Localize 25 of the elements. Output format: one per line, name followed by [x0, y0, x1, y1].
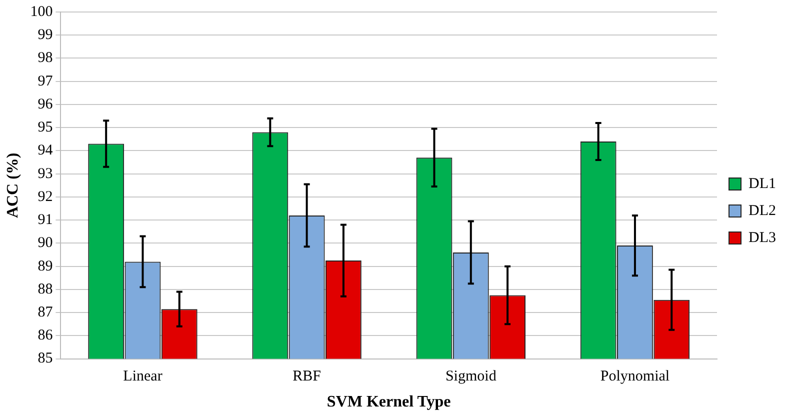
- y-tick-label: 100: [30, 4, 53, 20]
- y-tick-label: 92: [38, 188, 53, 205]
- y-tick-label: 97: [38, 73, 54, 90]
- y-tick-label: 98: [38, 50, 53, 66]
- y-tick-label: 90: [38, 235, 53, 252]
- legend-label: DL3: [748, 230, 776, 246]
- y-tick-label: 93: [38, 166, 53, 182]
- y-tick-label: 87: [38, 304, 54, 320]
- y-tick-label: 95: [38, 120, 53, 136]
- y-tick-label: 88: [38, 281, 53, 298]
- x-tick-label: Sigmoid: [445, 368, 497, 385]
- y-axis-title: ACC (%): [4, 152, 22, 218]
- x-axis-title: SVM Kernel Type: [326, 394, 451, 411]
- x-tick-label: Polynomial: [600, 368, 670, 385]
- y-tick-label: 91: [38, 212, 53, 228]
- y-tick-label: 96: [38, 96, 54, 112]
- x-tick-label: RBF: [292, 368, 321, 385]
- x-tick-label: Linear: [123, 368, 162, 385]
- y-tick-label: 99: [38, 27, 53, 44]
- y-tick-label: 85: [38, 350, 53, 367]
- y-tick-label: 86: [38, 328, 54, 344]
- y-tick-label: 89: [38, 258, 53, 274]
- y-tick-label: 94: [38, 142, 54, 159]
- legend-label: DL1: [748, 176, 776, 192]
- legend-label: DL2: [748, 202, 776, 219]
